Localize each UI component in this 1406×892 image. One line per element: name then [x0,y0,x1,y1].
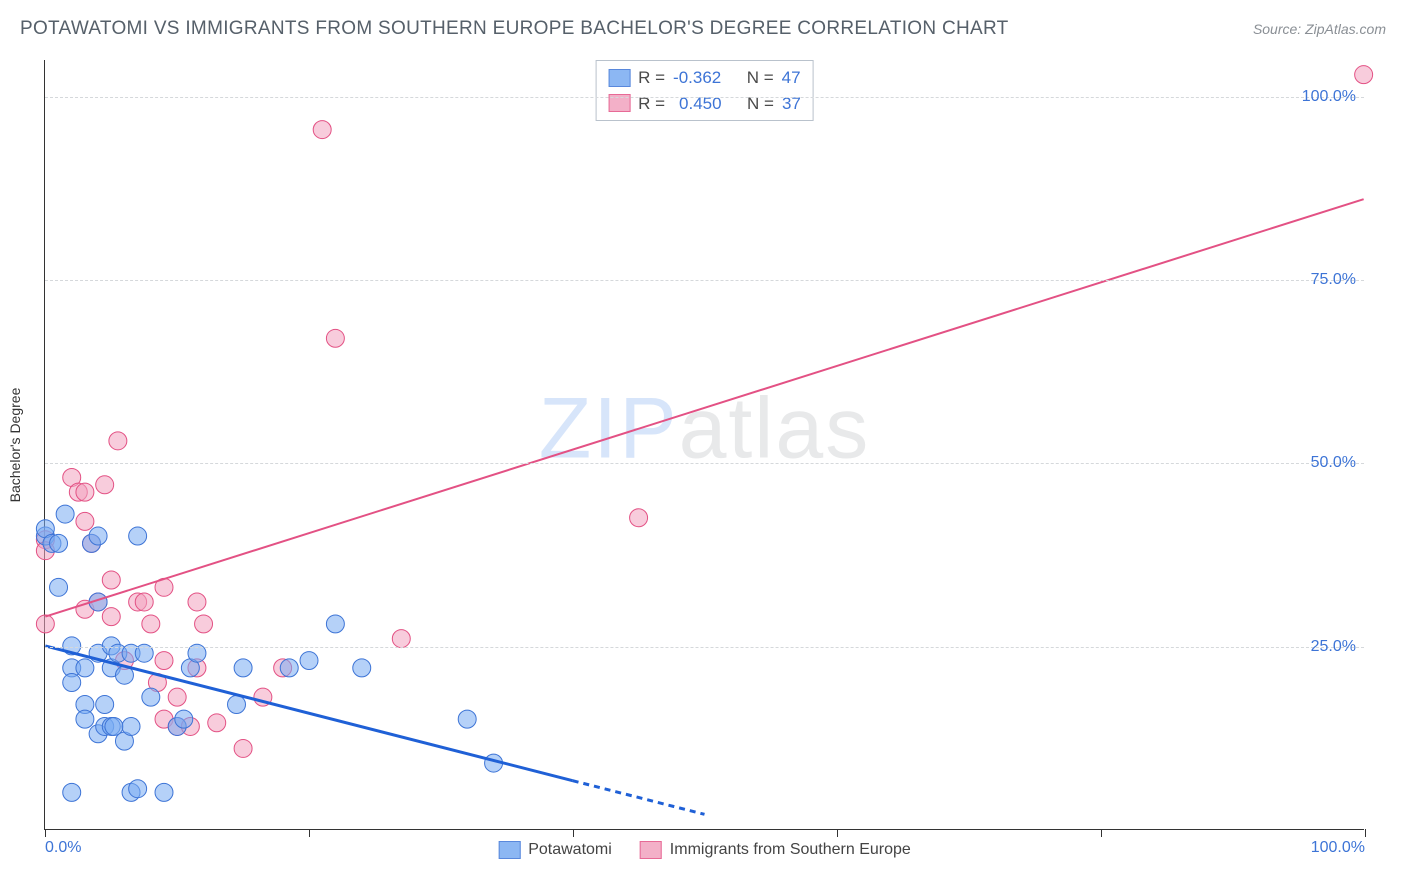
series-b-point [102,571,120,589]
series-a-point [280,659,298,677]
swatch-potawatomi [608,69,630,87]
series-a-point [63,783,81,801]
series-b-point [630,509,648,527]
r-value-b: 0.450 [679,91,722,117]
series-a-point [63,674,81,692]
legend-row-a: R = -0.362 N = 47 [608,65,801,91]
series-b-point [36,615,54,633]
series-b-point [195,615,213,633]
series-a-point [155,783,173,801]
series-a-point [326,615,344,633]
n-value-b: 37 [782,91,801,117]
n-label-a: N = [747,65,774,91]
trend-line [45,199,1363,616]
series-a-point [50,578,68,596]
legend-row-b: R = 0.450 N = 37 [608,91,801,117]
series-b-point [168,688,186,706]
grid-line [45,647,1364,648]
series-a-point [50,534,68,552]
r-label-a: R = [638,65,665,91]
title-bar: POTAWATOMI VS IMMIGRANTS FROM SOUTHERN E… [20,18,1386,40]
series-a-point [175,710,193,728]
series-b-point [188,593,206,611]
r-value-a: -0.362 [673,65,721,91]
series-b-point [1355,66,1373,84]
r-label-b: R = [638,91,665,117]
correlation-legend: R = -0.362 N = 47 R = 0.450 N = 37 [595,60,814,121]
series-a-point [122,717,140,735]
x-tick-label: 100.0% [1311,839,1365,857]
series-b-point [155,652,173,670]
x-tick [45,829,46,837]
series-b-point [135,593,153,611]
x-tick [573,829,574,837]
series-legend: Potawatomi Immigrants from Southern Euro… [498,841,911,859]
legend-item-b: Immigrants from Southern Europe [640,841,911,859]
n-label-b: N = [747,91,774,117]
series-a-point [76,659,94,677]
legend-label-a: Potawatomi [528,841,612,859]
series-b-point [208,714,226,732]
series-a-point [76,710,94,728]
grid-line [45,97,1364,98]
series-a-point [142,688,160,706]
series-b-point [392,630,410,648]
swatch-immigrants-icon [640,841,662,859]
source-attribution: Source: ZipAtlas.com [1253,21,1386,37]
grid-line [45,463,1364,464]
series-b-point [326,329,344,347]
y-tick-label: 50.0% [1311,454,1356,472]
legend-label-b: Immigrants from Southern Europe [670,841,911,859]
y-tick-label: 25.0% [1311,638,1356,656]
legend-item-a: Potawatomi [498,841,612,859]
x-tick [1365,829,1366,837]
series-a-point [353,659,371,677]
chart-plot-area: Bachelor's Degree ZIPatlas R = -0.362 N … [44,60,1364,830]
source-name: ZipAtlas.com [1305,21,1386,37]
series-b-point [76,483,94,501]
trend-line [573,781,705,815]
series-a-point [228,696,246,714]
series-a-point [89,527,107,545]
series-b-point [76,512,94,530]
chart-svg [45,60,1364,829]
series-a-point [96,696,114,714]
series-a-point [300,652,318,670]
x-tick [309,829,310,837]
series-b-point [313,121,331,139]
x-tick [1101,829,1102,837]
series-a-point [129,527,147,545]
series-a-point [56,505,74,523]
series-b-point [234,739,252,757]
y-tick-label: 100.0% [1302,88,1356,106]
y-tick-label: 75.0% [1311,271,1356,289]
series-a-point [458,710,476,728]
y-axis-label: Bachelor's Degree [7,387,23,502]
series-b-point [102,608,120,626]
series-a-point [129,780,147,798]
x-tick [837,829,838,837]
swatch-potawatomi-icon [498,841,520,859]
n-value-a: 47 [782,65,801,91]
series-b-point [109,432,127,450]
grid-line [45,280,1364,281]
series-b-point [96,476,114,494]
source-label: Source: [1253,21,1305,37]
x-tick-label: 0.0% [45,839,81,857]
chart-title: POTAWATOMI VS IMMIGRANTS FROM SOUTHERN E… [20,18,1009,40]
series-a-point [234,659,252,677]
series-b-point [142,615,160,633]
